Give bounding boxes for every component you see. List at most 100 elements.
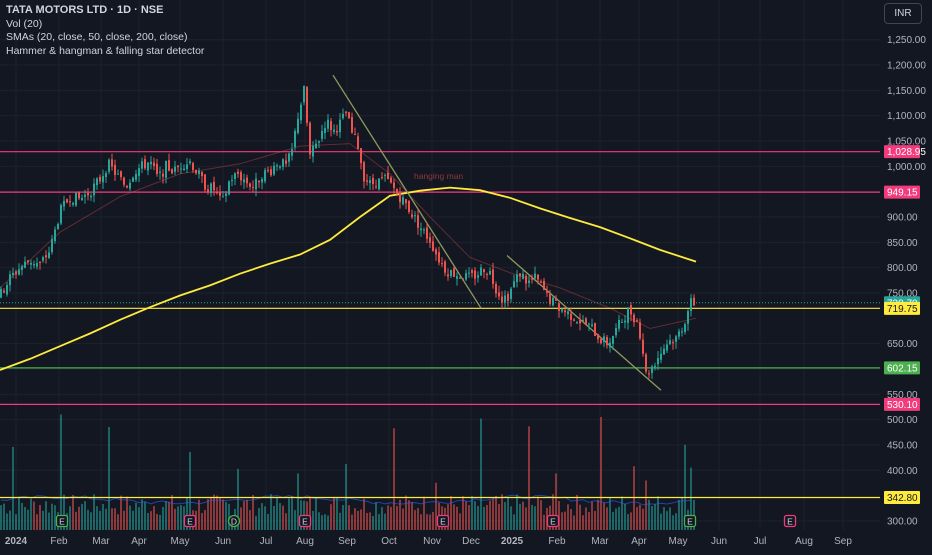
volume-bar xyxy=(219,497,221,530)
candle-body xyxy=(18,269,20,275)
volume-bar xyxy=(339,512,341,530)
volume-bar xyxy=(627,514,629,530)
candle-body xyxy=(36,263,38,267)
candle-body xyxy=(399,192,401,203)
candle-body xyxy=(576,322,578,324)
candle-body xyxy=(408,201,410,212)
candle-body xyxy=(0,288,2,298)
candle-body xyxy=(282,159,284,167)
candle-body xyxy=(27,260,29,263)
candle-body xyxy=(477,275,479,278)
volume-bar xyxy=(123,510,125,530)
volume-ma-line xyxy=(0,494,692,506)
volume-bar xyxy=(51,503,53,530)
event-marker[interactable]: E xyxy=(546,514,560,528)
volume-bar xyxy=(291,496,293,530)
candle-body xyxy=(228,181,230,195)
volume-bar xyxy=(222,499,224,530)
event-marker-label: E xyxy=(440,517,446,527)
candle-body xyxy=(72,202,74,205)
currency-button[interactable]: INR xyxy=(884,3,922,24)
volume-bar xyxy=(171,494,173,530)
volume-bar xyxy=(507,497,509,530)
candle-body xyxy=(273,165,275,175)
volume-bar xyxy=(450,496,452,530)
price-level-badge-label: 342.80 xyxy=(887,493,918,504)
candle-body xyxy=(609,342,611,348)
event-marker[interactable]: E xyxy=(783,514,797,528)
candle-body xyxy=(144,159,146,169)
volume-bar xyxy=(381,507,383,530)
candle-body xyxy=(141,161,143,169)
event-marker[interactable]: E xyxy=(683,514,697,528)
candle-body xyxy=(243,179,245,183)
time-tick-label: Oct xyxy=(381,536,397,547)
candle-body xyxy=(582,320,584,322)
volume-bar xyxy=(240,507,242,530)
volume-bar xyxy=(294,510,296,530)
volume-bar xyxy=(399,499,401,530)
time-tick-label: May xyxy=(171,536,190,547)
volume-bar xyxy=(591,501,593,530)
candle-body xyxy=(510,288,512,299)
time-tick-label: Sep xyxy=(338,536,356,547)
earnings-icon xyxy=(546,514,560,528)
volume-bar xyxy=(411,501,413,530)
volume-bar xyxy=(573,515,575,530)
volume-bar xyxy=(558,501,560,530)
volume-bar xyxy=(609,497,611,530)
price-tick-label: 500.00 xyxy=(887,415,918,426)
price-tick-label: 1,250.00 xyxy=(887,35,926,46)
volume-bar xyxy=(459,513,461,530)
volume-bar xyxy=(69,506,71,530)
candle-body xyxy=(420,228,422,231)
candle-body xyxy=(555,297,557,301)
volume-bar xyxy=(261,503,263,530)
volume-bar xyxy=(9,510,11,530)
event-marker[interactable]: E xyxy=(298,514,312,528)
price-tick-label: 900.00 xyxy=(887,213,918,224)
volume-bar xyxy=(642,508,644,530)
candle-body xyxy=(309,122,311,155)
volume-bar xyxy=(387,505,389,530)
volume-bar xyxy=(555,473,557,530)
candle-body xyxy=(444,261,446,273)
candle-body xyxy=(549,293,551,304)
candle-body xyxy=(414,215,416,217)
candle-body xyxy=(411,214,413,218)
volume-bar xyxy=(414,510,416,530)
volume-bar xyxy=(378,514,380,530)
candle-body xyxy=(153,162,155,167)
volume-bar xyxy=(621,496,623,530)
candle-body xyxy=(213,181,215,191)
price-tick-label: 450.00 xyxy=(887,440,918,451)
candle-body xyxy=(423,229,425,231)
volume-bar xyxy=(384,513,386,530)
candle-body xyxy=(570,313,572,320)
event-marker[interactable]: D xyxy=(227,514,241,528)
volume-bar xyxy=(426,514,428,530)
time-tick-label: Mar xyxy=(591,536,609,547)
volume-bar xyxy=(432,511,434,530)
candle-body xyxy=(354,133,356,135)
price-level-badge-label: 1,028.95 xyxy=(887,147,926,158)
volume-bar xyxy=(153,506,155,530)
candle-body xyxy=(102,176,104,183)
volume-bar xyxy=(99,510,101,530)
volume-bar xyxy=(567,504,569,530)
earnings-icon xyxy=(436,514,450,528)
time-tick-label: Dec xyxy=(462,536,480,547)
candle-body xyxy=(324,128,326,133)
event-marker[interactable]: E xyxy=(55,514,69,528)
candle-body xyxy=(501,296,503,303)
volume-bar xyxy=(6,513,8,530)
candle-body xyxy=(366,180,368,182)
candle-body xyxy=(357,136,359,150)
event-marker[interactable]: E xyxy=(183,514,197,528)
event-marker[interactable]: E xyxy=(436,514,450,528)
candle-body xyxy=(246,177,248,184)
candle-body xyxy=(24,261,26,268)
volume-bar xyxy=(168,501,170,530)
